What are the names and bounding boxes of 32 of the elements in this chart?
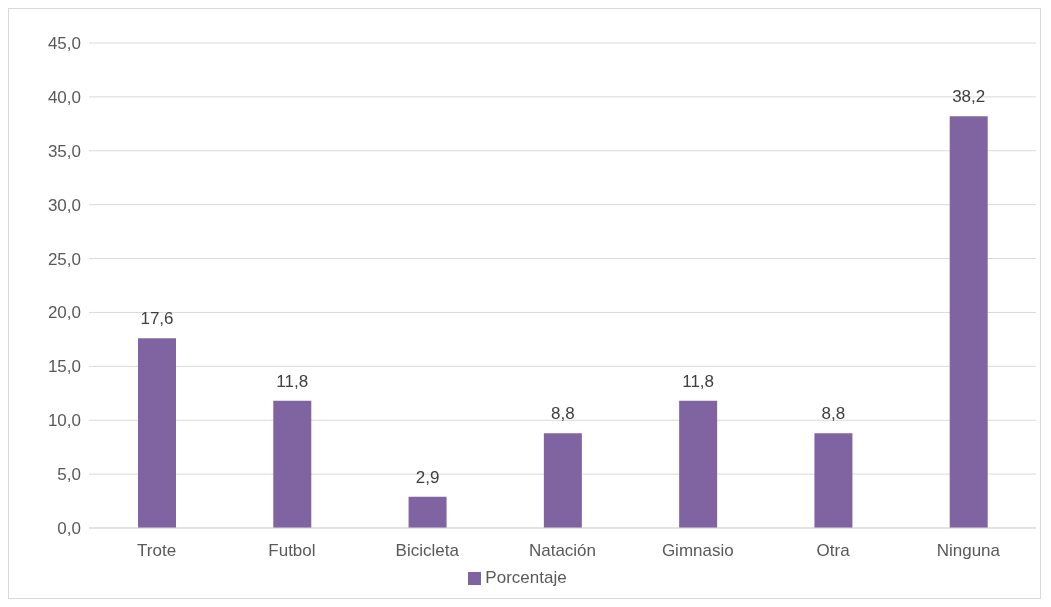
- y-tick-label: 30,0: [47, 195, 81, 215]
- data-label: 11,8: [276, 371, 309, 391]
- data-label: 11,8: [682, 371, 715, 391]
- y-tick-label: 35,0: [47, 141, 81, 161]
- x-tick-label: Gimnasio: [661, 541, 734, 561]
- bar: [814, 433, 853, 528]
- bar: [679, 400, 718, 528]
- bar: [543, 433, 582, 528]
- x-tick-label: Otra: [816, 541, 851, 561]
- x-tick-label: Ninguna: [936, 541, 1001, 561]
- bar: [138, 338, 176, 528]
- y-tick-label: 20,0: [47, 303, 81, 323]
- bar: [273, 400, 312, 528]
- x-tick-label: Futbol: [268, 541, 316, 561]
- data-label: 2,9: [415, 467, 440, 487]
- y-tick-label: 5,0: [57, 465, 81, 485]
- legend-label: Porcentaje: [485, 568, 567, 587]
- bar: [408, 496, 447, 528]
- data-label: 8,8: [821, 404, 846, 424]
- y-tick-label: 0,0: [57, 519, 81, 539]
- x-tick-label: Bicicleta: [395, 541, 460, 561]
- data-label: 38,2: [952, 87, 986, 107]
- x-tick-label: Natación: [528, 541, 597, 561]
- y-tick-label: 40,0: [47, 87, 81, 107]
- x-tick-label: Trote: [137, 541, 177, 561]
- y-tick-label: 25,0: [47, 249, 81, 269]
- data-label: 17,6: [140, 309, 174, 329]
- y-tick-label: 10,0: [47, 411, 81, 431]
- y-tick-label: 45,0: [47, 34, 81, 54]
- data-label: 8,8: [551, 404, 575, 424]
- bar: [949, 116, 988, 528]
- y-tick-label: 15,0: [47, 357, 81, 377]
